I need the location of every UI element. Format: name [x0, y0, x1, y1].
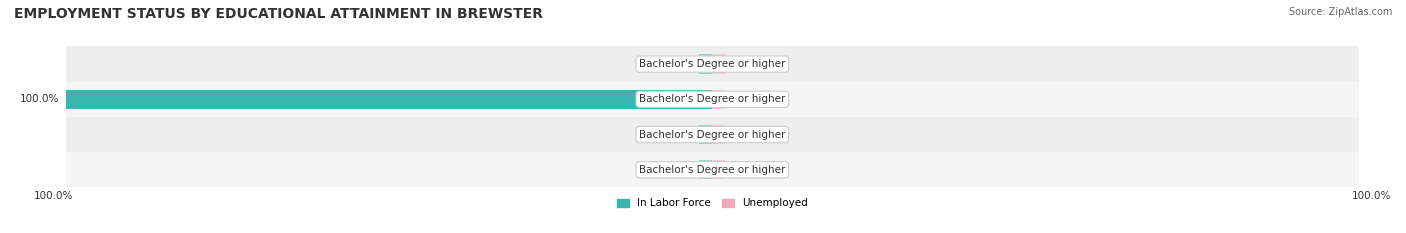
Text: 0.0%: 0.0% [731, 130, 758, 140]
Legend: In Labor Force, Unemployed: In Labor Force, Unemployed [613, 194, 813, 212]
Bar [699, 125, 713, 144]
Text: 0.0%: 0.0% [731, 165, 758, 175]
Bar [713, 125, 725, 144]
Text: Bachelor's Degree or higher: Bachelor's Degree or higher [640, 59, 786, 69]
Bar [699, 160, 713, 179]
Text: 0.0%: 0.0% [731, 59, 758, 69]
Text: 100.0%: 100.0% [20, 94, 59, 104]
Text: Bachelor's Degree or higher: Bachelor's Degree or higher [640, 165, 786, 175]
Bar [66, 117, 1358, 152]
Bar [66, 90, 713, 109]
Bar [66, 152, 1358, 187]
Bar [66, 46, 1358, 82]
Text: EMPLOYMENT STATUS BY EDUCATIONAL ATTAINMENT IN BREWSTER: EMPLOYMENT STATUS BY EDUCATIONAL ATTAINM… [14, 7, 543, 21]
Text: Bachelor's Degree or higher: Bachelor's Degree or higher [640, 94, 786, 104]
Text: Bachelor's Degree or higher: Bachelor's Degree or higher [640, 130, 786, 140]
Bar [713, 55, 725, 74]
Bar [699, 55, 713, 74]
Text: 100.0%: 100.0% [1351, 191, 1391, 201]
Text: 0.0%: 0.0% [666, 130, 693, 140]
Text: 100.0%: 100.0% [34, 191, 73, 201]
Bar [713, 90, 725, 109]
Text: 0.0%: 0.0% [731, 94, 758, 104]
Bar [713, 160, 725, 179]
Text: 0.0%: 0.0% [666, 165, 693, 175]
Text: 0.0%: 0.0% [666, 59, 693, 69]
Text: Source: ZipAtlas.com: Source: ZipAtlas.com [1288, 7, 1392, 17]
Bar [66, 82, 1358, 117]
